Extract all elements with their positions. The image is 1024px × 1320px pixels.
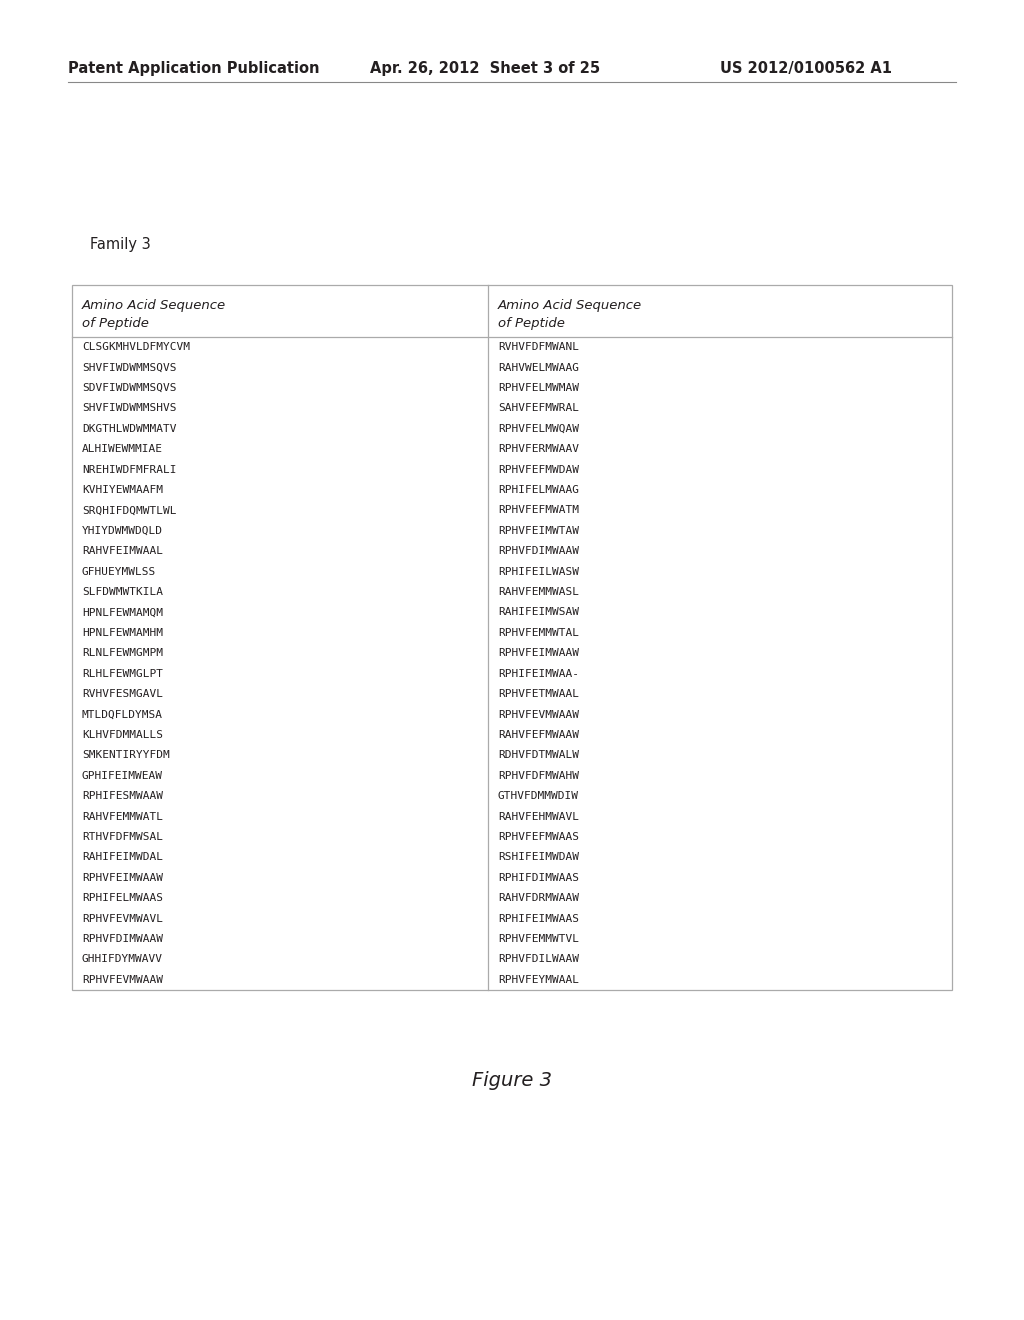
- Text: RPHVFEFMWDAW: RPHVFEFMWDAW: [498, 465, 579, 475]
- Text: RPHVFELMWMAW: RPHVFELMWMAW: [498, 383, 579, 393]
- Text: RAHIFEIMWSAW: RAHIFEIMWSAW: [498, 607, 579, 618]
- Text: Family 3: Family 3: [90, 238, 151, 252]
- Text: YHIYDWMWDQLD: YHIYDWMWDQLD: [82, 525, 163, 536]
- Text: Amino Acid Sequence
of Peptide: Amino Acid Sequence of Peptide: [498, 300, 642, 330]
- Text: SLFDWMWTKILA: SLFDWMWTKILA: [82, 587, 163, 597]
- Text: RPHIFESMWAAW: RPHIFESMWAAW: [82, 791, 163, 801]
- Text: Amino Acid Sequence
of Peptide: Amino Acid Sequence of Peptide: [82, 300, 226, 330]
- Text: DKGTHLWDWMMATV: DKGTHLWDWMMATV: [82, 424, 176, 434]
- Text: KVHIYEWMAAFM: KVHIYEWMAAFM: [82, 484, 163, 495]
- Text: RLNLFEWMGMPM: RLNLFEWMGMPM: [82, 648, 163, 659]
- Text: RPHVFDFMWAHW: RPHVFDFMWAHW: [498, 771, 579, 780]
- Text: RPHIFDIMWAAS: RPHIFDIMWAAS: [498, 873, 579, 883]
- Text: SDVFIWDWMMSQVS: SDVFIWDWMMSQVS: [82, 383, 176, 393]
- Text: CLSGKMHVLDFMYCVM: CLSGKMHVLDFMYCVM: [82, 342, 190, 352]
- Text: HPNLFEWMAMQM: HPNLFEWMAMQM: [82, 607, 163, 618]
- Text: RAHVFDRMWAAW: RAHVFDRMWAAW: [498, 894, 579, 903]
- Text: RPHVFEVMWAVL: RPHVFEVMWAVL: [82, 913, 163, 924]
- Text: RAHVFEMMWATL: RAHVFEMMWATL: [82, 812, 163, 821]
- Text: RPHVFEIMWAAW: RPHVFEIMWAAW: [498, 648, 579, 659]
- Text: RPHVFDILWAAW: RPHVFDILWAAW: [498, 954, 579, 965]
- Text: RAHVFEIMWAAL: RAHVFEIMWAAL: [82, 546, 163, 556]
- Text: RDHVFDTMWALW: RDHVFDTMWALW: [498, 750, 579, 760]
- Text: RAHIFEIMWDAL: RAHIFEIMWDAL: [82, 853, 163, 862]
- Text: SRQHIFDQMWTLWL: SRQHIFDQMWTLWL: [82, 506, 176, 515]
- Text: RPHIFELMWAAS: RPHIFELMWAAS: [82, 894, 163, 903]
- Text: SMKENTIRYYFDM: SMKENTIRYYFDM: [82, 750, 170, 760]
- Text: RTHVFDFMWSAL: RTHVFDFMWSAL: [82, 832, 163, 842]
- Text: GTHVFDMMWDIW: GTHVFDMMWDIW: [498, 791, 579, 801]
- Text: GHHIFDYMWAVV: GHHIFDYMWAVV: [82, 954, 163, 965]
- Text: RAHVWELMWAAG: RAHVWELMWAAG: [498, 363, 579, 372]
- Text: RAHVFEHMWAVL: RAHVFEHMWAVL: [498, 812, 579, 821]
- Text: SHVFIWDWMMSHVS: SHVFIWDWMMSHVS: [82, 404, 176, 413]
- Text: RLHLFEWMGLPT: RLHLFEWMGLPT: [82, 669, 163, 678]
- Text: RAHVFEFMWAAW: RAHVFEFMWAAW: [498, 730, 579, 741]
- Text: ALHIWEWMMIAE: ALHIWEWMMIAE: [82, 445, 163, 454]
- Text: RPHIFEIMWAA-: RPHIFEIMWAA-: [498, 669, 579, 678]
- Text: US 2012/0100562 A1: US 2012/0100562 A1: [720, 61, 892, 75]
- Text: SAHVFEFMWRAL: SAHVFEFMWRAL: [498, 404, 579, 413]
- Text: RAHVFEMMWASL: RAHVFEMMWASL: [498, 587, 579, 597]
- Text: Figure 3: Figure 3: [472, 1071, 552, 1089]
- Text: RPHVFEVMWAAW: RPHVFEVMWAAW: [82, 974, 163, 985]
- Text: RPHIFELMWAAG: RPHIFELMWAAG: [498, 484, 579, 495]
- Text: Apr. 26, 2012  Sheet 3 of 25: Apr. 26, 2012 Sheet 3 of 25: [370, 61, 600, 75]
- Text: SHVFIWDWMMSQVS: SHVFIWDWMMSQVS: [82, 363, 176, 372]
- Text: RPHVFEFMWATM: RPHVFEFMWATM: [498, 506, 579, 515]
- Text: RPHVFEMMWTAL: RPHVFEMMWTAL: [498, 628, 579, 638]
- Bar: [72, 285, 952, 990]
- Text: RPHVFEFMWAAS: RPHVFEFMWAAS: [498, 832, 579, 842]
- Text: RSHIFEIMWDAW: RSHIFEIMWDAW: [498, 853, 579, 862]
- Text: RPHVFEIMWTAW: RPHVFEIMWTAW: [498, 525, 579, 536]
- Text: RPHVFDIMWAAW: RPHVFDIMWAAW: [82, 935, 163, 944]
- Text: RVHVFDFMWANL: RVHVFDFMWANL: [498, 342, 579, 352]
- Text: HPNLFEWMAMHM: HPNLFEWMAMHM: [82, 628, 163, 638]
- Text: MTLDQFLDYMSA: MTLDQFLDYMSA: [82, 710, 163, 719]
- Text: RPHIFEILWASW: RPHIFEILWASW: [498, 566, 579, 577]
- Text: RPHVFEVMWAAW: RPHVFEVMWAAW: [498, 710, 579, 719]
- Text: KLHVFDMMALLS: KLHVFDMMALLS: [82, 730, 163, 741]
- Text: RPHVFERMWAAV: RPHVFERMWAAV: [498, 445, 579, 454]
- Text: RPHVFEYMWAAL: RPHVFEYMWAAL: [498, 974, 579, 985]
- Text: RPHVFEMMWTVL: RPHVFEMMWTVL: [498, 935, 579, 944]
- Text: RVHVFESMGAVL: RVHVFESMGAVL: [82, 689, 163, 700]
- Text: RPHVFDIMWAAW: RPHVFDIMWAAW: [498, 546, 579, 556]
- Text: GFHUEYMWLSS: GFHUEYMWLSS: [82, 566, 157, 577]
- Text: RPHIFEIMWAAS: RPHIFEIMWAAS: [498, 913, 579, 924]
- Text: NREHIWDFMFRALI: NREHIWDFMFRALI: [82, 465, 176, 475]
- Text: GPHIFEIMWEAW: GPHIFEIMWEAW: [82, 771, 163, 780]
- Text: RPHVFETMWAAL: RPHVFETMWAAL: [498, 689, 579, 700]
- Text: RPHVFEIMWAAW: RPHVFEIMWAAW: [82, 873, 163, 883]
- Text: RPHVFELMWQAW: RPHVFELMWQAW: [498, 424, 579, 434]
- Text: Patent Application Publication: Patent Application Publication: [68, 61, 319, 75]
